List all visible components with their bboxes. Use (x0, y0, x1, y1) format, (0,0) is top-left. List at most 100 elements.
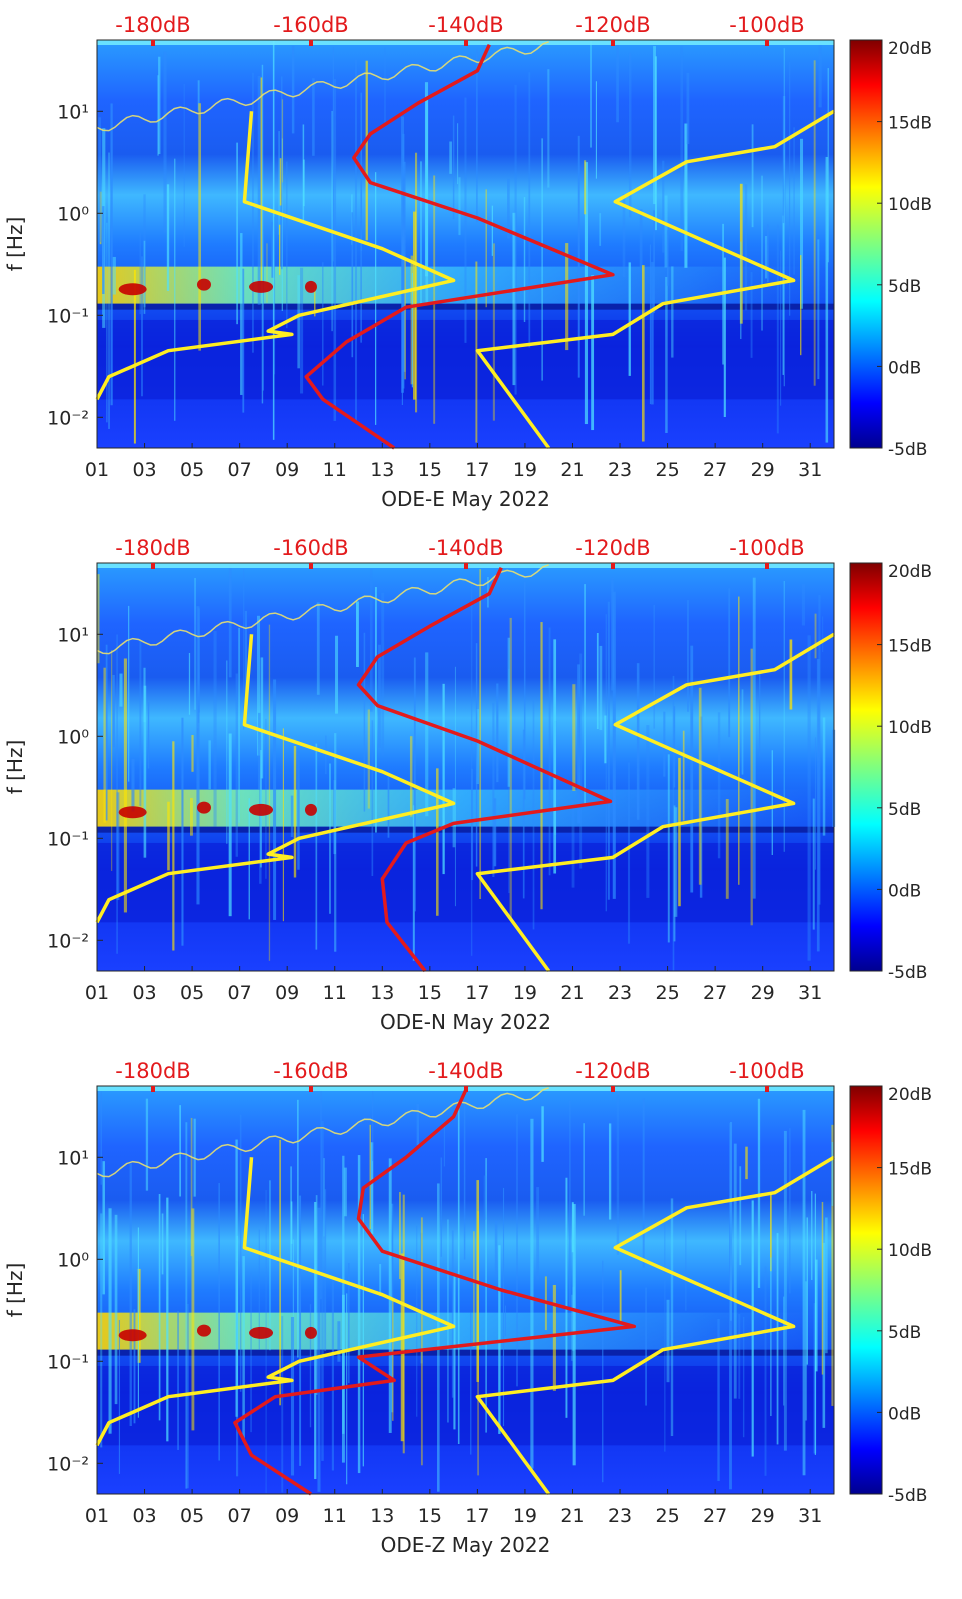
x-tick-label: 11 (323, 982, 347, 1004)
noise-streak (409, 736, 413, 817)
noise-streak (314, 284, 316, 317)
noise-model-red-line (356, 566, 613, 973)
noise-streak (476, 709, 479, 785)
noise-streak (602, 1260, 604, 1483)
noise-streak (186, 1303, 189, 1489)
noise-streak (119, 673, 123, 707)
y-axis-label: f [Hz] (3, 740, 27, 795)
noise-streak (770, 1257, 772, 1417)
noise-streak (369, 569, 373, 712)
noise-streak (106, 222, 108, 423)
top-db-tick-label: -160dB (273, 1059, 348, 1083)
noise-streak (179, 1105, 181, 1197)
noise-streak (420, 1232, 423, 1364)
top-db-tick-label: -120dB (575, 1059, 650, 1083)
noise-streak (112, 674, 115, 748)
noise-streak (158, 56, 161, 155)
noise-streak (143, 667, 146, 723)
colorbar-tick-label: 0dB (888, 358, 921, 378)
energy-hotspot (249, 1326, 274, 1339)
x-tick-label: 03 (132, 1505, 156, 1527)
y-tick-label: 10⁰ (57, 203, 89, 225)
noise-streak (400, 1253, 404, 1442)
noise-streak (111, 650, 113, 871)
noise-streak (485, 1158, 487, 1433)
colorbar: 20dB 15dB 10dB 5dB 0dB -5dB (849, 1085, 932, 1506)
noise-streak (814, 1193, 817, 1455)
noise-streak (290, 1316, 295, 1476)
colorbar: 20dB 15dB 10dB 5dB 0dB -5dB (849, 562, 932, 983)
noise-streak (248, 798, 250, 920)
noise-streak (118, 1320, 121, 1474)
x-axis-label: ODE-N May 2022 (380, 1010, 551, 1034)
x-tick-label: 01 (85, 982, 109, 1004)
energy-hotspot (304, 803, 317, 816)
top-db-tick-mark (765, 563, 769, 569)
noise-streak (616, 1094, 620, 1255)
noise-model-yellow-line-2 (475, 1155, 835, 1496)
noise-streak (738, 596, 740, 885)
noise-streak (404, 258, 406, 380)
noise-streak (612, 591, 616, 899)
noise-streak (166, 1197, 169, 1442)
noise-streak (818, 595, 821, 905)
top-db-tick-label: -140dB (428, 1059, 503, 1083)
noise-streak (363, 632, 366, 812)
x-tick-label: 29 (751, 982, 775, 1004)
noise-streak (825, 156, 829, 443)
y-tick-label: 10⁻² (47, 1453, 89, 1475)
noise-streak (342, 1155, 345, 1434)
x-tick-label: 01 (85, 459, 109, 481)
noise-streak (260, 77, 263, 282)
noise-streak (764, 236, 768, 279)
noise-streak (800, 138, 804, 309)
top-db-tick-label: -180dB (115, 536, 190, 560)
noise-streak (331, 1279, 334, 1471)
noise-streak (290, 795, 294, 837)
noise-streak (502, 1187, 505, 1427)
noise-streak (464, 97, 467, 343)
noise-streak (273, 216, 276, 375)
colorbar: 20dB 15dB 10dB 5dB 0dB -5dB (849, 39, 932, 460)
noise-streak (685, 1229, 687, 1311)
noise-streak (335, 635, 339, 714)
noise-streak (437, 1183, 440, 1492)
noise-streak (728, 588, 731, 738)
noise-streak (622, 194, 626, 278)
noise-streak (512, 212, 516, 386)
x-tick-label: 23 (608, 1505, 632, 1527)
noise-streak (293, 745, 297, 878)
x-tick-label: 21 (560, 459, 584, 481)
top-db-tick-mark (464, 1086, 468, 1092)
noise-model-yellow-line-1 (95, 1157, 456, 1447)
y-tick-label: 10⁻¹ (47, 1351, 89, 1373)
noise-streak (470, 1312, 472, 1455)
noise-streak (190, 798, 193, 836)
noise-streak (381, 592, 385, 756)
noise-streak (282, 728, 284, 922)
noise-streak (699, 716, 703, 898)
noise-streak (351, 212, 354, 358)
noise-streak (244, 610, 248, 714)
noise-streak (487, 577, 489, 608)
energy-hotspot (118, 806, 147, 819)
top-db-tick-label: -140dB (428, 13, 503, 37)
x-tick-label: 31 (798, 1505, 822, 1527)
top-db-tick-mark (309, 563, 313, 569)
noise-streak (523, 197, 526, 322)
noise-streak (725, 799, 729, 899)
noise-streak (738, 1313, 741, 1399)
noise-streak (783, 1296, 785, 1406)
x-tick-label: 11 (323, 459, 347, 481)
colorbar-tick-label: 10dB (888, 1241, 932, 1261)
noise-streak (651, 261, 654, 405)
noise-streak (540, 622, 543, 910)
noise-streak (514, 84, 517, 395)
noise-streak (269, 1180, 271, 1351)
top-db-tick-mark (151, 40, 155, 46)
noise-model-red-line (233, 1089, 637, 1496)
energy-hotspot (196, 1324, 211, 1337)
top-db-tick-label: -160dB (273, 13, 348, 37)
x-tick-label: 11 (323, 1505, 347, 1527)
energy-hotspot (118, 1329, 147, 1342)
